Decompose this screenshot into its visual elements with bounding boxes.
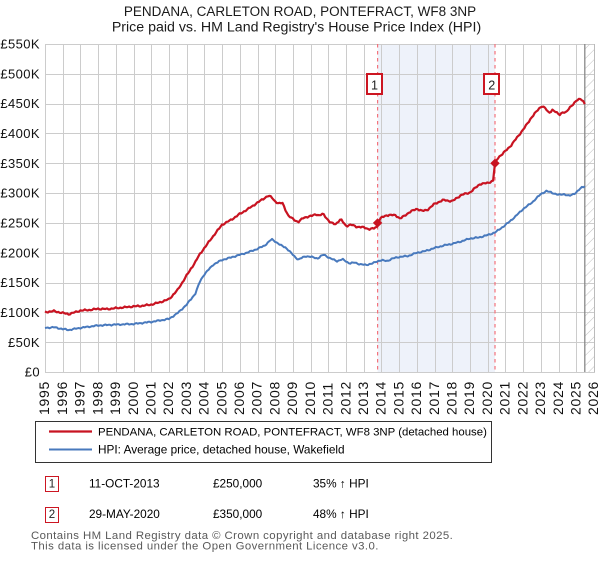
svg-text:£300K: £300K bbox=[0, 186, 40, 201]
svg-text:2004: 2004 bbox=[196, 381, 212, 415]
svg-text:2007: 2007 bbox=[249, 381, 265, 415]
svg-text:2014: 2014 bbox=[373, 381, 389, 415]
svg-text:2000: 2000 bbox=[125, 381, 141, 415]
svg-text:2012: 2012 bbox=[337, 381, 353, 415]
svg-text:£0: £0 bbox=[25, 365, 40, 380]
svg-text:2025: 2025 bbox=[567, 381, 583, 415]
svg-text:1: 1 bbox=[371, 79, 378, 93]
svg-text:35% ↑ HPI: 35% ↑ HPI bbox=[313, 477, 369, 491]
svg-text:£400K: £400K bbox=[0, 126, 40, 141]
svg-text:2019: 2019 bbox=[461, 381, 477, 415]
svg-text:2008: 2008 bbox=[266, 381, 282, 415]
svg-text:£150K: £150K bbox=[0, 275, 40, 290]
svg-text:11-OCT-2013: 11-OCT-2013 bbox=[89, 477, 160, 491]
svg-text:£250K: £250K bbox=[0, 216, 40, 231]
svg-text:1997: 1997 bbox=[72, 381, 88, 415]
svg-text:2002: 2002 bbox=[160, 381, 176, 415]
svg-text:1999: 1999 bbox=[107, 381, 123, 415]
svg-text:29-MAY-2020: 29-MAY-2020 bbox=[89, 507, 160, 521]
svg-text:2: 2 bbox=[488, 79, 495, 93]
svg-text:1995: 1995 bbox=[36, 381, 52, 415]
svg-text:£500K: £500K bbox=[0, 66, 40, 81]
svg-text:£50K: £50K bbox=[8, 335, 40, 350]
svg-text:48% ↑ HPI: 48% ↑ HPI bbox=[313, 507, 369, 521]
svg-text:2017: 2017 bbox=[426, 381, 442, 415]
svg-text:1: 1 bbox=[49, 479, 55, 491]
svg-text:2021: 2021 bbox=[497, 381, 513, 415]
svg-text:2018: 2018 bbox=[444, 381, 460, 415]
svg-text:£350,000: £350,000 bbox=[213, 507, 263, 521]
svg-text:£100K: £100K bbox=[0, 305, 40, 320]
svg-text:2011: 2011 bbox=[320, 382, 336, 415]
svg-text:2010: 2010 bbox=[302, 381, 318, 415]
svg-text:2009: 2009 bbox=[284, 381, 300, 415]
svg-text:This data is licensed under th: This data is licensed under the Open Gov… bbox=[31, 541, 379, 553]
svg-text:£200K: £200K bbox=[0, 245, 40, 260]
svg-text:Contains HM Land Registry data: Contains HM Land Registry data © Crown c… bbox=[31, 530, 453, 542]
svg-text:2013: 2013 bbox=[355, 381, 371, 415]
svg-text:1996: 1996 bbox=[54, 381, 70, 415]
svg-text:£450K: £450K bbox=[0, 96, 40, 111]
svg-text:2015: 2015 bbox=[390, 381, 406, 415]
svg-text:2020: 2020 bbox=[479, 381, 495, 415]
svg-text:2003: 2003 bbox=[178, 381, 194, 415]
svg-text:Price paid vs. HM Land Registr: Price paid vs. HM Land Registry's House … bbox=[112, 20, 481, 36]
svg-text:2023: 2023 bbox=[532, 381, 548, 415]
svg-text:2022: 2022 bbox=[514, 381, 530, 415]
svg-text:2: 2 bbox=[49, 509, 55, 521]
svg-text:£250,000: £250,000 bbox=[213, 477, 263, 491]
svg-text:PENDANA, CARLETON ROAD, PONTEF: PENDANA, CARLETON ROAD, PONTEFRACT, WF8 … bbox=[124, 4, 476, 19]
svg-text:2001: 2001 bbox=[142, 381, 158, 415]
svg-text:2006: 2006 bbox=[231, 381, 247, 415]
svg-text:£550K: £550K bbox=[0, 37, 40, 52]
svg-text:2024: 2024 bbox=[550, 381, 566, 415]
svg-text:2026: 2026 bbox=[585, 381, 600, 415]
svg-text:PENDANA, CARLETON ROAD, PONTEF: PENDANA, CARLETON ROAD, PONTEFRACT, WF8 … bbox=[98, 427, 487, 439]
svg-text:2005: 2005 bbox=[213, 381, 229, 415]
svg-text:1998: 1998 bbox=[89, 381, 105, 415]
svg-text:2016: 2016 bbox=[408, 381, 424, 415]
svg-text:£350K: £350K bbox=[0, 156, 40, 171]
svg-text:HPI: Average price, detached h: HPI: Average price, detached house, Wake… bbox=[98, 443, 345, 457]
